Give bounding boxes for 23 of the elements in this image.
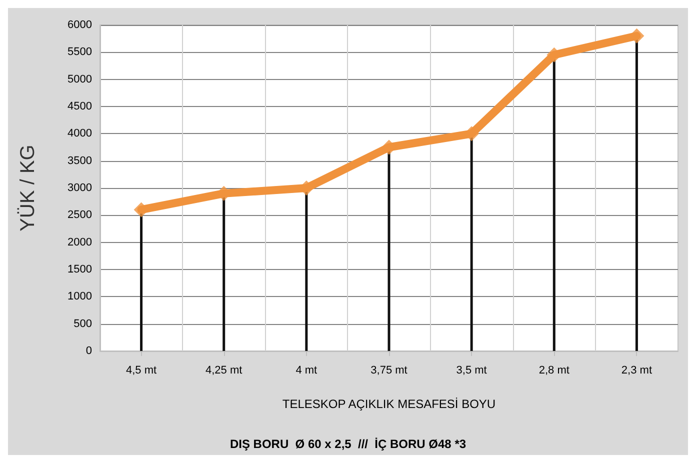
y-tick-label: 2000 <box>68 236 92 248</box>
y-tick-label: 0 <box>86 345 92 357</box>
x-tick-label: 4,25 mt <box>206 364 242 376</box>
y-tick-label: 1500 <box>68 264 92 276</box>
y-tick-label: 5000 <box>68 73 92 86</box>
x-tick-label: 3,5 mt <box>456 364 487 376</box>
x-axis-title: TELESKOP AÇIKLIK MESAFESİ BOYU <box>282 397 496 411</box>
x-tick-label: 3,75 mt <box>370 364 408 376</box>
y-tick-label: 4500 <box>68 100 92 112</box>
x-tick-label: 2,8 mt <box>538 364 570 376</box>
x-tick-label: 4 mt <box>296 364 318 376</box>
y-tick-label: 500 <box>74 318 92 330</box>
y-tick-label: 6000 <box>68 19 92 31</box>
y-tick-label: 2500 <box>68 209 92 222</box>
y-tick-label: 1000 <box>68 290 92 303</box>
text: DIŞ BORU Ø 60 x 2,5 /// İÇ BORU Ø48 *3 <box>230 437 466 451</box>
y-axis-title: YÜK / KG <box>17 144 39 232</box>
x-tick-label: 2,3 mt <box>621 364 652 376</box>
x-tick-label: 4,5 mt <box>126 364 157 376</box>
y-tick-label: 5500 <box>68 46 92 58</box>
y-tick-label: 3500 <box>68 154 92 167</box>
y-tick-label: 3000 <box>68 182 92 194</box>
y-tick-label: 4000 <box>68 128 92 140</box>
